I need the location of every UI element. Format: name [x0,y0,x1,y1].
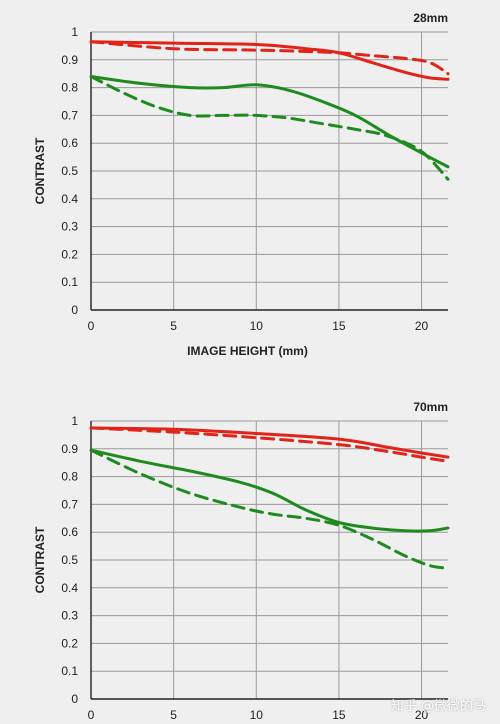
y-tick-label: 0.4 [61,581,78,595]
y-tick-label: 0.8 [61,81,78,95]
y-tick-label: 1 [71,414,78,428]
series-red-solid-line [89,426,450,459]
x-tick-label: 10 [250,708,264,722]
y-tick-label: 0 [71,303,78,317]
y-tick-label: 0.3 [61,609,78,623]
series-red-dashed-line [89,40,450,76]
y-tick-label: 1 [71,25,78,39]
series-green-solid-line [89,448,450,533]
chart-title: 28mm [413,11,448,25]
y-tick-label: 0.8 [61,470,78,484]
mtf-chart-28mm: 00.10.20.30.40.50.60.70.80.910 5 10 15 2028m… [33,11,450,358]
y-tick-label: 0.7 [61,108,78,122]
x-tick-label: 20 [415,319,429,333]
y-tick-label: 0.9 [61,53,78,67]
watermark: 知乎 @微微的马 [390,699,486,714]
y-tick-label: 0.2 [61,247,78,261]
y-tick-label: 0.4 [61,192,78,206]
x-axis-label: IMAGE HEIGHT (mm) [187,344,308,358]
y-tick-label: 0.5 [61,164,78,178]
y-tick-label: 0.2 [61,636,78,650]
x-tick-label: 0 [88,319,95,333]
y-tick-label: 0.3 [61,220,78,234]
y-axis-label: CONTRAST [33,137,47,204]
x-tick-label: 20 [415,708,429,722]
x-tick-label: 5 [170,319,177,333]
y-tick-label: 0 [71,692,78,706]
y-tick-label: 0.7 [61,497,78,511]
y-tick-label: 0.1 [61,664,78,678]
x-tick-label: 15 [332,708,346,722]
x-tick-label: 15 [332,319,346,333]
x-tick-label: 5 [170,708,177,722]
series-green-dashed-line [89,75,450,181]
mtf-chart-70mm: 00.10.20.30.40.50.60.70.80.910 5 10 15 2070m… [33,400,450,722]
y-tick-label: 0.6 [61,525,78,539]
series-red-solid-line [89,40,450,81]
series-green-dashed-line [89,448,450,570]
y-tick-label: 0.1 [61,275,78,289]
y-tick-label: 0.9 [61,442,78,456]
series-red-dashed-line [89,426,450,463]
x-tick-label: 0 [88,708,95,722]
y-tick-label: 0.5 [61,553,78,567]
y-axis-label: CONTRAST [33,526,47,593]
series-green-solid-line [89,75,450,169]
chart-title: 70mm [413,400,448,414]
y-tick-label: 0.6 [61,136,78,150]
x-tick-label: 10 [250,319,264,333]
